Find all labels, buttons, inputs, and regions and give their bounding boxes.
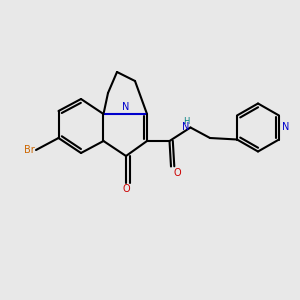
Text: N: N bbox=[122, 103, 130, 112]
Text: O: O bbox=[122, 184, 130, 194]
Text: Br: Br bbox=[24, 145, 34, 155]
Text: N: N bbox=[282, 122, 290, 133]
Text: H: H bbox=[183, 117, 189, 126]
Text: N: N bbox=[182, 122, 189, 133]
Text: O: O bbox=[173, 168, 181, 178]
